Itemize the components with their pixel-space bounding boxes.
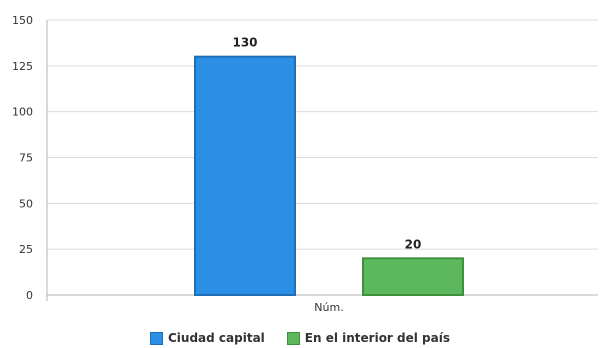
legend-swatch bbox=[150, 331, 163, 345]
axes bbox=[46, 20, 598, 301]
bars bbox=[194, 55, 464, 297]
legend-label: Ciudad capital bbox=[168, 331, 265, 345]
legend-item-interior-del-pais[interactable]: En el interior del país bbox=[286, 331, 450, 345]
legend: Ciudad capital En el interior del país bbox=[0, 331, 600, 345]
data-labels: 130 20 bbox=[232, 36, 421, 252]
x-tick-labels: Núm. bbox=[314, 301, 343, 314]
data-label: 20 bbox=[405, 237, 422, 251]
legend-label: En el interior del país bbox=[304, 331, 450, 345]
y-tick-label: 100 bbox=[12, 106, 33, 119]
legend-swatch bbox=[286, 331, 300, 345]
y-tick-label: 50 bbox=[19, 197, 33, 210]
data-label: 130 bbox=[232, 36, 257, 50]
y-tick-label: 125 bbox=[12, 60, 33, 73]
bar-interior-del-pais[interactable] bbox=[362, 257, 464, 297]
grid-lines bbox=[47, 19, 598, 250]
bar-ciudad-capital[interactable] bbox=[194, 55, 296, 296]
y-tick-label: 0 bbox=[26, 289, 33, 302]
y-tick-label: 150 bbox=[12, 14, 33, 27]
y-tick-label: 25 bbox=[19, 243, 33, 256]
y-tick-label: 75 bbox=[19, 152, 33, 165]
legend-item-ciudad-capital[interactable]: Ciudad capital bbox=[150, 331, 265, 345]
x-tick-label: Núm. bbox=[314, 301, 343, 314]
y-tick-labels: 0 25 50 75 100 125 150 bbox=[12, 14, 33, 302]
bar-chart: 0 25 50 75 100 125 150 130 20 Núm. bbox=[12, 14, 598, 314]
